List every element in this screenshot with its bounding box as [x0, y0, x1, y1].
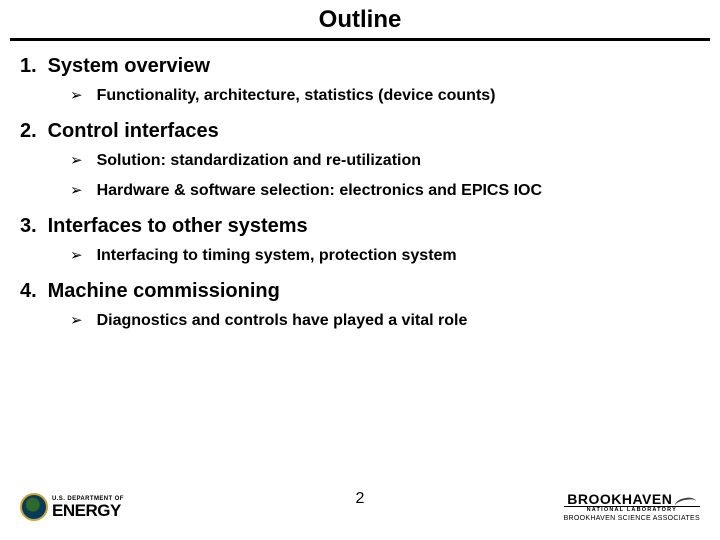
page-title: Outline — [319, 6, 402, 34]
bnl-top-row: BROOKHAVEN — [567, 492, 696, 506]
doe-seal-icon — [20, 493, 48, 521]
section-number: 1. — [20, 55, 42, 78]
section-title: System overview — [48, 55, 210, 77]
bullet-icon: ➢ — [70, 86, 83, 106]
bullet-icon: ➢ — [70, 311, 83, 331]
bnl-natlab-text: NATIONAL LABORATORY — [564, 506, 700, 514]
doe-text: U.S. DEPARTMENT OF ENERGY — [52, 496, 124, 519]
bullet-text: Interfacing to timing system, protection… — [97, 246, 457, 266]
slide: Outline 1. System overview ➢ Functionali… — [0, 0, 720, 540]
bullet-text: Functionality, architecture, statistics … — [97, 86, 496, 106]
section-3: 3. Interfaces to other systems ➢ Interfa… — [20, 215, 700, 266]
section-title: Machine commissioning — [48, 280, 280, 302]
bullet-icon: ➢ — [70, 151, 83, 171]
list-item: ➢ Diagnostics and controls have played a… — [70, 311, 700, 331]
section-heading: 4. Machine commissioning — [20, 280, 700, 303]
bullet-icon: ➢ — [70, 181, 83, 201]
section-title: Interfaces to other systems — [48, 215, 308, 237]
list-item: ➢ Interfacing to timing system, protecti… — [70, 246, 700, 266]
section-number: 3. — [20, 215, 42, 238]
list-item: ➢ Hardware & software selection: electro… — [70, 181, 700, 201]
section-2: 2. Control interfaces ➢ Solution: standa… — [20, 120, 700, 201]
bullet-list: ➢ Diagnostics and controls have played a… — [20, 311, 700, 331]
doe-logo: U.S. DEPARTMENT OF ENERGY — [20, 493, 124, 521]
bullet-text: Hardware & software selection: electroni… — [97, 181, 542, 201]
list-item: ➢ Solution: standardization and re-utili… — [70, 151, 700, 171]
bullet-list: ➢ Functionality, architecture, statistic… — [20, 86, 700, 106]
bullet-text: Solution: standardization and re-utiliza… — [97, 151, 421, 171]
bnl-sub-text: BROOKHAVEN SCIENCE ASSOCIATES — [564, 515, 700, 522]
bullet-list: ➢ Solution: standardization and re-utili… — [20, 151, 700, 201]
swoosh-icon — [674, 494, 696, 504]
section-heading: 2. Control interfaces — [20, 120, 700, 143]
section-heading: 1. System overview — [20, 55, 700, 78]
content-area: 1. System overview ➢ Functionality, arch… — [0, 41, 720, 331]
bullet-text: Diagnostics and controls have played a v… — [97, 311, 468, 331]
list-item: ➢ Functionality, architecture, statistic… — [70, 86, 700, 106]
section-4: 4. Machine commissioning ➢ Diagnostics a… — [20, 280, 700, 331]
bnl-main-text: BROOKHAVEN — [567, 492, 672, 506]
section-number: 4. — [20, 280, 42, 303]
footer: U.S. DEPARTMENT OF ENERGY BROOKHAVEN NAT… — [0, 482, 720, 532]
section-1: 1. System overview ➢ Functionality, arch… — [20, 55, 700, 106]
title-wrap: Outline — [0, 0, 720, 34]
bullet-icon: ➢ — [70, 246, 83, 266]
section-heading: 3. Interfaces to other systems — [20, 215, 700, 238]
section-title: Control interfaces — [48, 120, 219, 142]
bullet-list: ➢ Interfacing to timing system, protecti… — [20, 246, 700, 266]
section-number: 2. — [20, 120, 42, 143]
doe-energy-line: ENERGY — [52, 502, 124, 519]
bnl-logo: BROOKHAVEN NATIONAL LABORATORY BROOKHAVE… — [564, 492, 700, 523]
